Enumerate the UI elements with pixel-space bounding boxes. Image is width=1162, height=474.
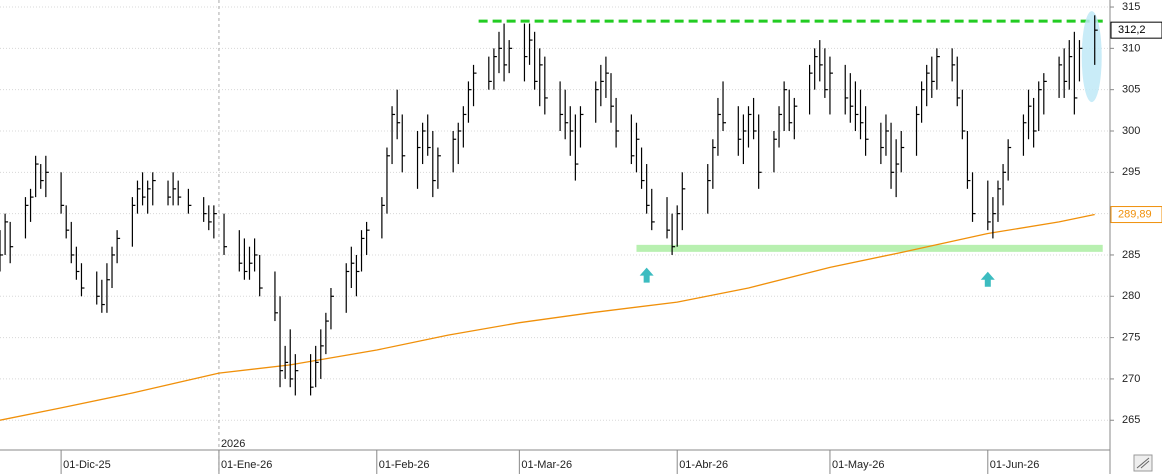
x-tick-label: 01-Abr-26 bbox=[679, 459, 728, 471]
x-tick-label: 01-Dic-25 bbox=[63, 459, 111, 471]
x-tick-label: 01-May-26 bbox=[832, 459, 885, 471]
y-tick-label: 310 bbox=[1122, 42, 1140, 54]
corner-icon bbox=[1136, 457, 1150, 469]
y-tick-label: 270 bbox=[1122, 373, 1140, 385]
x-tick-label: 01-Jun-26 bbox=[990, 459, 1040, 471]
x-tick-label: 01-Feb-26 bbox=[379, 459, 430, 471]
price-label-box bbox=[1110, 206, 1162, 224]
marks bbox=[0, 11, 1103, 421]
highlight bbox=[1081, 11, 1102, 103]
x-tick-label: 01-Mar-26 bbox=[521, 459, 572, 471]
y-tick-label: 275 bbox=[1122, 332, 1140, 344]
arrow bbox=[639, 267, 654, 283]
y-tick-label: 315 bbox=[1122, 1, 1140, 13]
price-label: 312,2 bbox=[1118, 24, 1146, 36]
support-band bbox=[636, 244, 1103, 252]
y-tick-label: 305 bbox=[1122, 84, 1140, 96]
grid bbox=[0, 0, 1110, 474]
y-tick-label: 280 bbox=[1122, 290, 1140, 302]
price-label-box bbox=[1110, 21, 1162, 39]
y-tick-label: 300 bbox=[1122, 125, 1140, 137]
y-tick-label: 295 bbox=[1122, 166, 1140, 178]
moving-average bbox=[0, 213, 1095, 421]
arrow bbox=[980, 271, 995, 287]
y-tick-label: 285 bbox=[1122, 249, 1140, 261]
price-label: 289,89 bbox=[1118, 208, 1152, 220]
x-tick-label: 01-Ene-26 bbox=[221, 459, 272, 471]
y-tick-label: 265 bbox=[1122, 414, 1140, 426]
year-label: 2026 bbox=[221, 438, 245, 450]
